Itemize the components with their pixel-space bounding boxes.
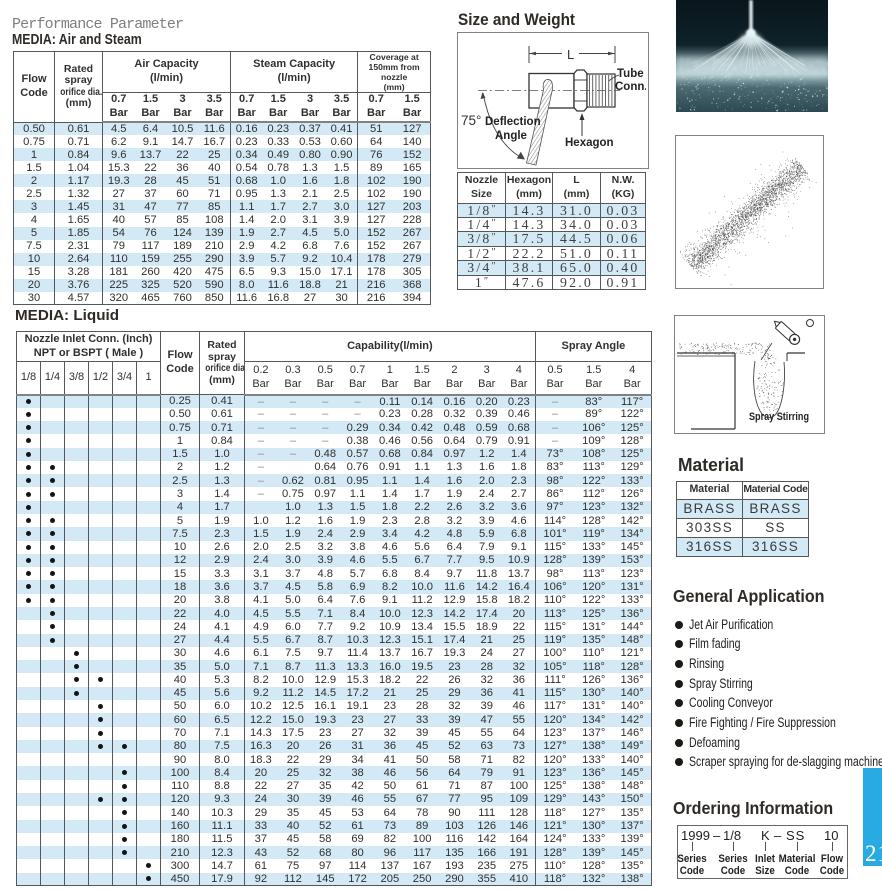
svg-text:Angle: Angle — [495, 130, 527, 142]
svg-text:Conn.: Conn. — [615, 81, 646, 93]
svg-text:Hexagon: Hexagon — [565, 137, 614, 149]
svg-text:Spray Stirring: Spray Stirring — [749, 411, 809, 423]
svg-text:L: L — [567, 47, 574, 62]
svg-text:75°: 75° — [461, 113, 481, 128]
svg-text:Deflection: Deflection — [485, 116, 541, 128]
svg-text:Tube: Tube — [617, 68, 644, 80]
